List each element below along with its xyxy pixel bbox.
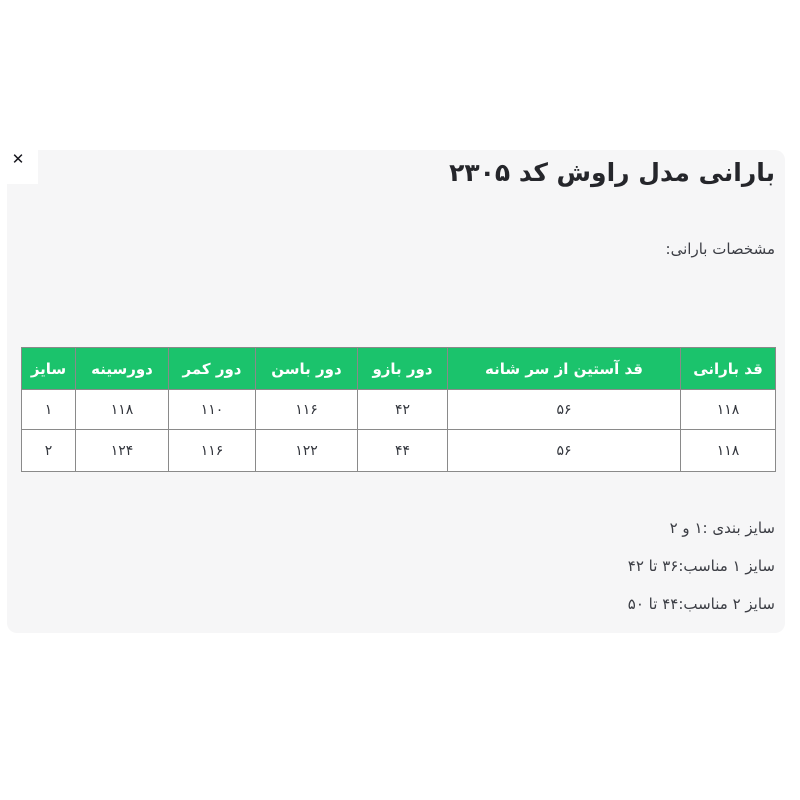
header-cell-waist: دور کمر <box>168 347 256 390</box>
table-row: ۱۱۸ ۵۶ ۴۴ ۱۲۲ ۱۱۶ ۱۲۴ ۲ <box>21 429 776 472</box>
table-cell: ۱۱۰ <box>168 389 256 430</box>
table-cell: ۱۲۲ <box>255 429 358 472</box>
table-cell: ۲ <box>21 429 76 472</box>
table-cell: ۱۱۸ <box>680 389 776 430</box>
header-cell-chest: دورسینه <box>75 347 169 390</box>
sizing-note: سایز ۱ مناسب:۳۶ تا ۴۲ <box>627 557 775 575</box>
product-spec-modal: بارانی مدل راوش کد ۲۳۰۵ مشخصات بارانی: ق… <box>7 150 785 633</box>
table-cell: ۱۱۶ <box>168 429 256 472</box>
table-cell: ۵۶ <box>447 389 681 430</box>
sizing-notes: سایز بندی :۱ و ۲ سایز ۱ مناسب:۳۶ تا ۴۲ س… <box>17 518 775 632</box>
header-cell-size: سایز <box>21 347 76 390</box>
spec-subtitle: مشخصات بارانی: <box>665 240 775 258</box>
table-cell: ۵۶ <box>447 429 681 472</box>
sizing-note: سایز بندی :۱ و ۲ <box>669 519 775 537</box>
header-cell-coat-length: قد بارانی <box>680 347 776 390</box>
header-cell-hip: دور باسن <box>255 347 358 390</box>
header-cell-arm: دور بازو <box>357 347 448 390</box>
table-cell: ۱۱۸ <box>75 389 169 430</box>
size-spec-table: قد بارانی قد آستین از سر شانه دور بازو د… <box>21 347 776 472</box>
close-button-background <box>0 140 38 184</box>
sizing-note: سایز ۲ مناسب:۴۴ تا ۵۰ <box>627 595 775 613</box>
table-cell: ۴۲ <box>357 389 448 430</box>
table-header-row: قد بارانی قد آستین از سر شانه دور بازو د… <box>21 347 776 390</box>
table-row: ۱۱۸ ۵۶ ۴۲ ۱۱۶ ۱۱۰ ۱۱۸ ۱ <box>21 389 776 430</box>
table-cell: ۴۴ <box>357 429 448 472</box>
table-cell: ۱۱۶ <box>255 389 358 430</box>
page-title: بارانی مدل راوش کد ۲۳۰۵ <box>449 158 775 187</box>
close-icon[interactable]: ✕ <box>11 150 25 168</box>
header-cell-sleeve-length: قد آستین از سر شانه <box>447 347 681 390</box>
table-cell: ۱۱۸ <box>680 429 776 472</box>
table-cell: ۱۲۴ <box>75 429 169 472</box>
table-cell: ۱ <box>21 389 76 430</box>
